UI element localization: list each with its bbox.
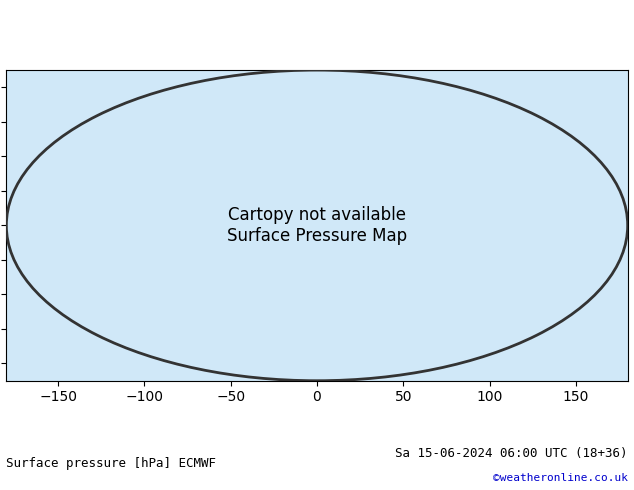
Text: ©weatheronline.co.uk: ©weatheronline.co.uk [493,473,628,483]
Text: Sa 15-06-2024 06:00 UTC (18+36): Sa 15-06-2024 06:00 UTC (18+36) [395,447,628,460]
Text: Surface pressure [hPa] ECMWF: Surface pressure [hPa] ECMWF [6,457,216,469]
Text: Cartopy not available
Surface Pressure Map: Cartopy not available Surface Pressure M… [227,206,407,245]
